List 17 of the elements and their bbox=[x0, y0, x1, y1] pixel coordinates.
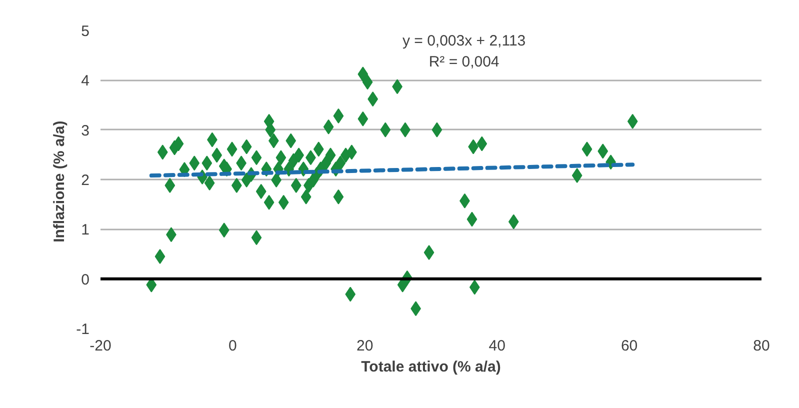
x-tick-label: 0 bbox=[228, 338, 237, 354]
x-axis-title: Totale attivo (% a/a) bbox=[361, 358, 501, 376]
annotation: R² = 0,004 bbox=[428, 54, 500, 70]
x-tick-label: 80 bbox=[753, 338, 770, 354]
y-tick-label: 4 bbox=[81, 72, 90, 90]
y-tick-label: -1 bbox=[76, 321, 90, 338]
x-tick-label: 20 bbox=[356, 338, 374, 354]
y-tick-label: 0 bbox=[81, 271, 90, 288]
y-tick-label: 2 bbox=[81, 172, 90, 189]
y-tick-label: 5 bbox=[81, 23, 90, 40]
y-tick-label: 1 bbox=[81, 222, 90, 239]
y-tick-label: 3 bbox=[81, 122, 90, 140]
y-axis-title: Inflazione (% a/a) bbox=[51, 120, 68, 242]
annotation: y = 0,003x + 2,113 bbox=[402, 32, 526, 50]
x-tick-label: 60 bbox=[620, 338, 638, 354]
x-tick-label: 40 bbox=[488, 338, 506, 354]
x-tick-label: -20 bbox=[90, 338, 112, 354]
